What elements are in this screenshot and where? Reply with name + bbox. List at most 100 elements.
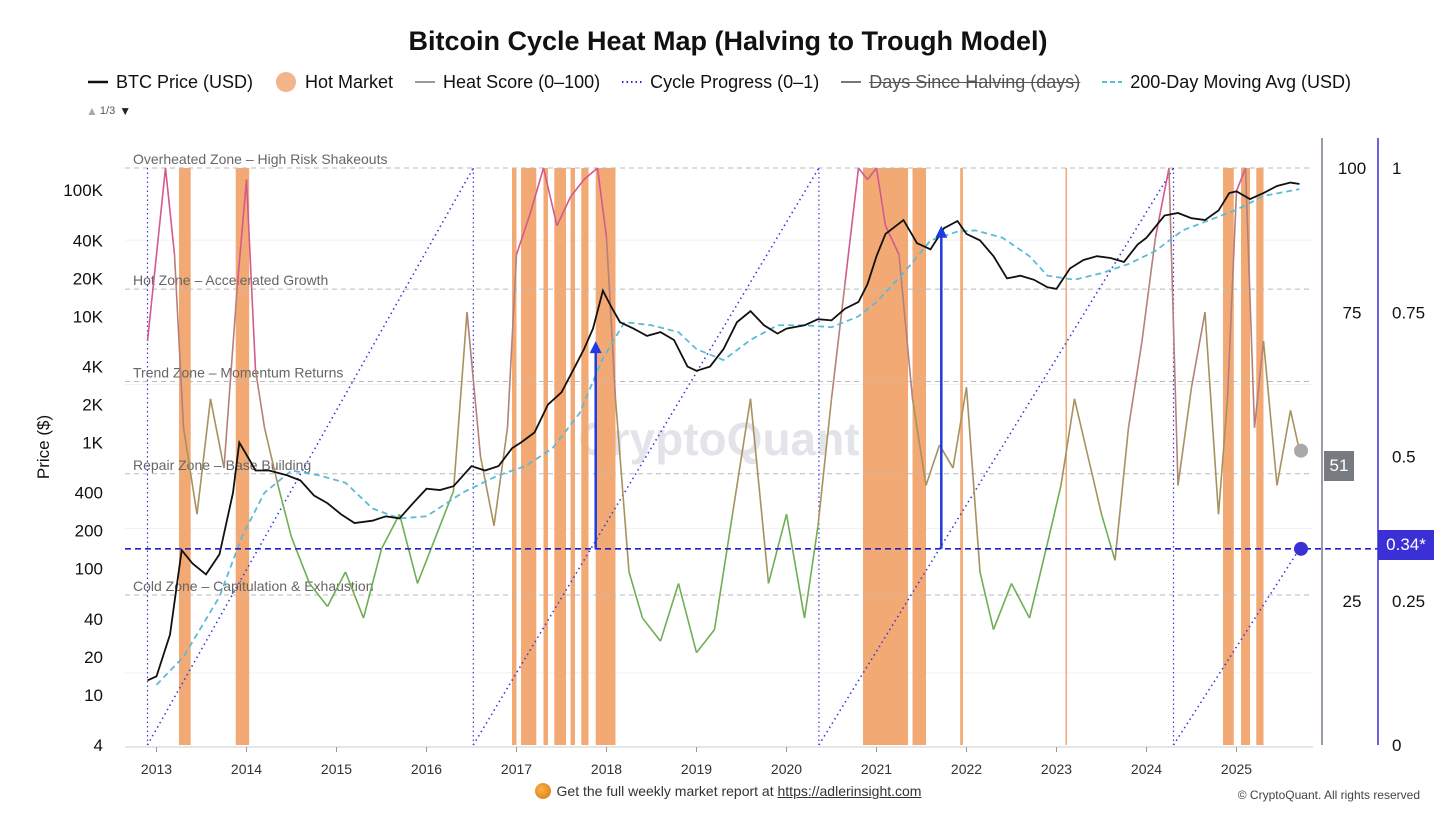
heat-score-badge: 51 <box>1324 451 1354 481</box>
heat-tick-label: 25 <box>1343 592 1362 611</box>
heat-score-segment <box>146 167 167 342</box>
line-icon <box>415 81 436 83</box>
arrow-head <box>935 225 948 238</box>
heat-score-segment <box>1154 167 1170 238</box>
zone-label: Trend Zone – Momentum Returns <box>133 364 343 380</box>
x-tick-label: 2017 <box>501 761 532 777</box>
ma200-line <box>155 188 1300 686</box>
heat-score-segment <box>641 617 662 642</box>
heat-score-segment <box>1235 167 1247 192</box>
heat-score-segment <box>1226 191 1238 399</box>
heat-score-segment <box>326 571 347 607</box>
price-tick-label: 40 <box>84 610 103 629</box>
legend-cycle-progress[interactable]: Cycle Progress (0–1) <box>622 72 819 93</box>
legend-hot-market[interactable]: Hot Market <box>275 71 393 93</box>
heat-score-segment <box>749 398 770 584</box>
zone-label: Repair Zone – Base Building <box>133 457 311 473</box>
pager-text: 1/3 <box>99 105 116 117</box>
price-tick-label: 4K <box>82 358 103 377</box>
heat-score-segment <box>731 398 752 515</box>
x-tick-label: 2013 <box>141 761 172 777</box>
pager-up-icon[interactable]: ▲ <box>86 104 98 118</box>
footer-link[interactable]: https://adlerinsight.com <box>777 783 922 799</box>
x-tick-label: 2018 <box>591 761 622 777</box>
heat-score-segment <box>925 444 941 486</box>
coin-icon <box>534 783 551 799</box>
heat-score-segment <box>583 167 599 181</box>
cycle-progress-line <box>146 167 474 746</box>
copyright: © CryptoQuant. All rights reserved <box>1237 788 1420 802</box>
legend-heat-score[interactable]: Heat Score (0–100) <box>415 72 600 93</box>
heat-score-segment <box>614 398 630 572</box>
heat-score-segment <box>1073 398 1089 457</box>
heat-score-segment <box>817 398 833 526</box>
cycle-tick-label: 0.25 <box>1392 592 1425 611</box>
heat-score-segment <box>1289 410 1301 451</box>
zone-label: Hot Zone – Accelerated Growth <box>133 272 328 288</box>
x-tick-label: 2025 <box>1221 761 1252 777</box>
x-tick-label: 2019 <box>681 761 712 777</box>
heat-score-segment <box>1168 167 1179 486</box>
cycle-tick-label: 1 <box>1392 159 1401 178</box>
heat-score-segment <box>1010 583 1031 619</box>
heat-score-segment <box>1046 485 1062 544</box>
heat-score-segment <box>466 312 482 457</box>
hot-market-bar <box>1223 168 1234 745</box>
heat-score-segment <box>236 179 248 284</box>
legend-btc-price[interactable]: BTC Price (USD) <box>88 72 253 93</box>
price-tick-label: 10 <box>84 686 103 705</box>
heat-tick-label: 75 <box>1343 303 1362 322</box>
heat-score-segment <box>529 167 545 215</box>
hot-market-bar <box>1241 168 1250 745</box>
dotted-line-icon <box>622 81 643 83</box>
heat-score-segment <box>884 225 900 255</box>
x-tick-label: 2024 <box>1131 761 1162 777</box>
hot-market-bar <box>1256 168 1264 745</box>
legend-days-since-halving[interactable]: Days Since Halving (days) <box>841 72 1080 93</box>
heat-score-segment <box>911 398 927 486</box>
x-tick-label: 2022 <box>951 761 982 777</box>
pager-down-icon[interactable]: ▼ <box>119 104 132 118</box>
heat-score-segment <box>1190 312 1206 388</box>
heat-score-segment <box>1060 398 1076 486</box>
heat-score-segment <box>245 179 257 370</box>
heat-score-segment <box>677 583 698 653</box>
heat-score-segment <box>362 548 383 619</box>
x-tick-label: 2023 <box>1041 761 1072 777</box>
heat-score-segment <box>875 167 887 226</box>
heat-score-segment <box>1262 341 1278 486</box>
heat-score-segment <box>830 283 846 399</box>
cycle-current-dot <box>1294 541 1308 556</box>
dashed-line-icon <box>1102 81 1123 83</box>
price-tick-label: 1K <box>82 434 103 453</box>
btc-price-line <box>147 181 1300 682</box>
heat-score-segment <box>952 387 968 469</box>
watermark: CryptoQuant <box>578 413 859 465</box>
legend-200d-ma[interactable]: 200-Day Moving Avg (USD) <box>1102 72 1351 93</box>
heat-score-segment <box>1127 340 1143 428</box>
heat-score-segment <box>1204 312 1220 515</box>
cycle-progress-badge: 0.34* <box>1378 530 1434 560</box>
heat-score-segment <box>434 490 455 538</box>
heat-score-segment <box>659 583 680 642</box>
heat-score-segment <box>857 167 869 181</box>
line-icon <box>841 81 862 83</box>
y-axis-label: Price ($) <box>34 415 53 479</box>
heat-score-segment <box>1100 513 1116 561</box>
cycle-tick-label: 0.5 <box>1392 448 1416 467</box>
zone-label: Overheated Zone – High Risk Shakeouts <box>133 151 387 167</box>
legend-label: Hot Market <box>305 71 394 92</box>
cycle-progress-line <box>1172 548 1301 746</box>
heat-score-segment <box>785 514 806 619</box>
hot-market-bar <box>179 168 191 745</box>
heat-score-segment <box>713 514 734 630</box>
heat-score-segment <box>173 254 185 428</box>
heat-score-segment <box>569 179 585 198</box>
cycle-tick-label: 0.75 <box>1392 303 1425 322</box>
hot-market-bar <box>595 168 616 745</box>
heat-score-segment <box>506 254 518 428</box>
heat-score-segment <box>1177 387 1193 486</box>
legend-label: Cycle Progress (0–1) <box>650 71 820 92</box>
hot-market-bar <box>512 168 517 745</box>
heat-score-segment <box>1244 167 1256 428</box>
